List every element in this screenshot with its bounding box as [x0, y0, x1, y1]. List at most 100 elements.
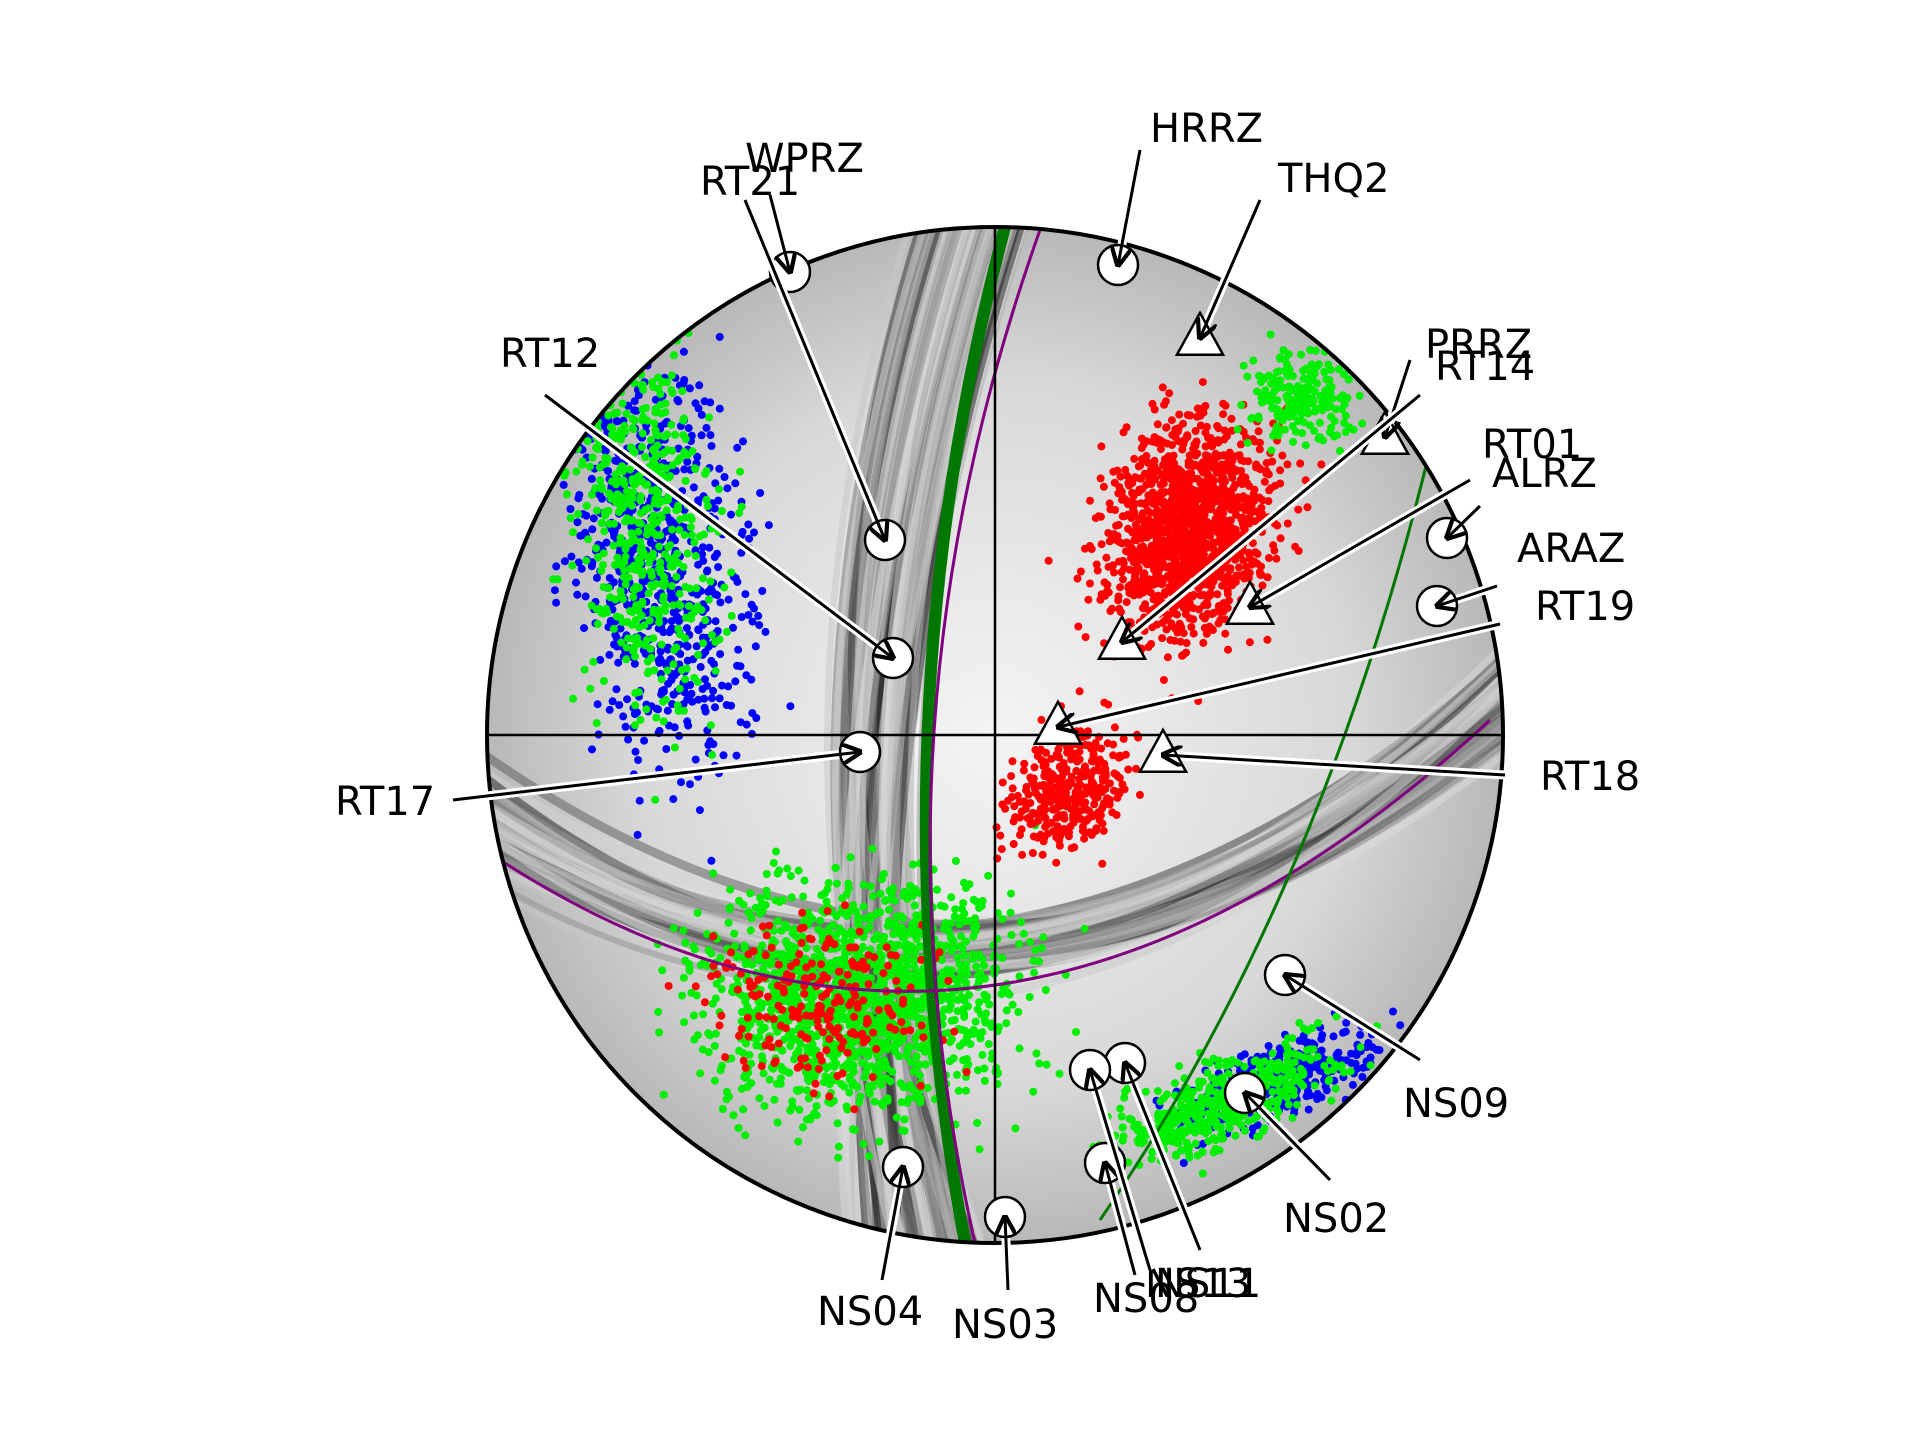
- polarity-dot: [1148, 488, 1157, 497]
- polarity-dot: [1209, 1100, 1217, 1108]
- polarity-dot: [885, 1032, 894, 1041]
- polarity-dot: [701, 469, 710, 478]
- polarity-dot: [788, 1097, 797, 1106]
- polarity-dot: [965, 991, 973, 999]
- polarity-dot: [1038, 850, 1047, 859]
- polarity-dot: [1231, 531, 1240, 540]
- polarity-dot: [1276, 466, 1285, 475]
- polarity-dot: [584, 535, 593, 544]
- polarity-dot: [1309, 1045, 1318, 1054]
- polarity-dot: [713, 549, 721, 558]
- polarity-dot: [681, 675, 690, 684]
- polarity-dot: [734, 1124, 743, 1132]
- polarity-dot: [708, 694, 716, 703]
- polarity-dot: [1266, 1073, 1275, 1081]
- polarity-dot: [1170, 1111, 1179, 1120]
- polarity-dot: [1331, 1084, 1340, 1093]
- polarity-dot: [593, 620, 602, 628]
- polarity-dot: [599, 677, 608, 685]
- polarity-dot: [821, 1072, 830, 1081]
- polarity-dot: [1283, 460, 1292, 469]
- polarity-dot: [636, 509, 645, 518]
- polarity-dot: [741, 1131, 750, 1140]
- polarity-dot: [822, 897, 831, 906]
- polarity-dot: [574, 510, 582, 519]
- polarity-dot: [626, 352, 635, 361]
- polarity-dot: [599, 561, 607, 569]
- polarity-dot: [1161, 397, 1170, 406]
- polarity-dot: [1268, 1087, 1277, 1096]
- polarity-dot: [609, 624, 618, 633]
- polarity-dot: [1165, 389, 1174, 398]
- polarity-dot: [1172, 564, 1181, 572]
- polarity-dot: [984, 1040, 993, 1049]
- polarity-dot: [680, 1018, 689, 1027]
- polarity-dot: [949, 936, 958, 945]
- polarity-dot: [628, 363, 637, 372]
- polarity-dot: [706, 721, 715, 730]
- polarity-dot: [1219, 607, 1228, 616]
- polarity-dot: [1206, 434, 1215, 442]
- polarity-dot: [613, 326, 622, 335]
- polarity-dot: [706, 577, 715, 586]
- polarity-dot: [849, 901, 858, 910]
- polarity-dot: [643, 657, 652, 666]
- polarity-dot: [601, 447, 610, 456]
- polarity-dot: [567, 437, 576, 446]
- polarity-dot: [700, 703, 709, 712]
- polarity-dot: [658, 335, 667, 344]
- polarity-dot: [1180, 436, 1189, 445]
- polarity-dot: [1237, 1121, 1246, 1130]
- polarity-dot: [750, 528, 758, 537]
- polarity-dot: [1166, 1119, 1175, 1128]
- polarity-dot: [619, 476, 628, 485]
- polarity-dot: [592, 506, 601, 515]
- polarity-dot: [647, 572, 656, 581]
- polarity-dot: [1026, 938, 1035, 947]
- polarity-dot: [712, 979, 721, 988]
- polarity-dot: [631, 721, 639, 730]
- polarity-dot: [831, 863, 840, 872]
- polarity-dot: [574, 494, 583, 503]
- polarity-dot: [527, 434, 536, 443]
- polarity-dot: [868, 844, 877, 853]
- polarity-dot: [670, 594, 679, 603]
- polarity-dot: [1159, 536, 1168, 545]
- polarity-dot: [908, 976, 917, 985]
- polarity-dot: [630, 710, 639, 718]
- polarity-dot: [667, 276, 676, 285]
- polarity-dot: [669, 924, 678, 933]
- polarity-dot: [1175, 1062, 1184, 1071]
- polarity-dot: [879, 933, 888, 941]
- polarity-dot: [1213, 590, 1222, 599]
- polarity-dot: [613, 355, 622, 363]
- polarity-dot: [1347, 1059, 1356, 1067]
- polarity-dot: [679, 973, 688, 982]
- polarity-dot: [1238, 472, 1247, 481]
- polarity-dot: [1240, 1062, 1249, 1071]
- polarity-dot: [710, 1042, 719, 1050]
- polarity-dot: [1118, 512, 1127, 521]
- polarity-dot: [1222, 578, 1231, 587]
- polarity-dot: [707, 442, 716, 450]
- polarity-dot: [599, 609, 608, 618]
- polarity-dot: [786, 872, 795, 880]
- polarity-dot: [1099, 482, 1108, 491]
- polarity-dot: [981, 995, 990, 1004]
- polarity-dot: [1389, 1007, 1397, 1016]
- polarity-dot: [834, 1142, 843, 1151]
- polarity-dot: [1118, 1123, 1127, 1132]
- polarity-dot: [701, 616, 710, 625]
- polarity-dot: [706, 1031, 715, 1040]
- polarity-dot: [679, 926, 688, 935]
- polarity-dot: [1155, 593, 1164, 602]
- polarity-dot: [761, 627, 770, 636]
- polarity-dot: [1149, 576, 1158, 585]
- polarity-dot: [844, 879, 853, 888]
- polarity-dot: [1139, 571, 1148, 579]
- polarity-dot: [1175, 410, 1184, 419]
- polarity-dot: [912, 935, 921, 944]
- polarity-dot: [635, 623, 644, 632]
- polarity-dot: [664, 496, 672, 505]
